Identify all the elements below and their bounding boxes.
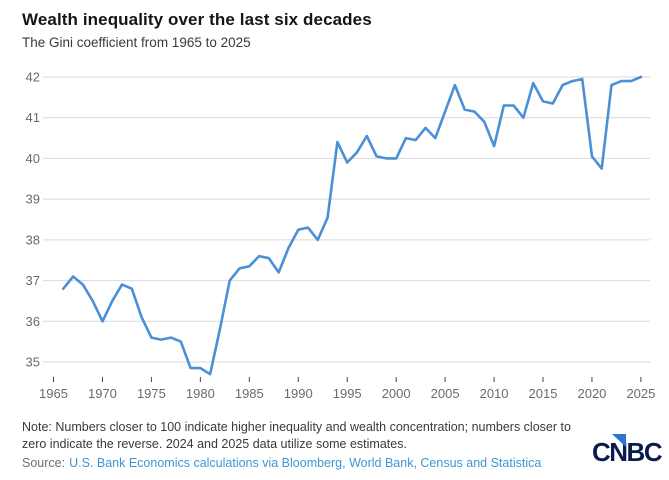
source-link[interactable]: U.S. Bank Economics calculations via Blo… (69, 456, 542, 470)
svg-text:1985: 1985 (235, 386, 264, 400)
svg-text:42: 42 (26, 70, 40, 85)
svg-text:1995: 1995 (333, 386, 362, 400)
chart-note: Note: Numbers closer to 100 indicate hig… (22, 420, 571, 451)
svg-text:2000: 2000 (382, 386, 411, 400)
svg-text:2010: 2010 (480, 386, 509, 400)
svg-text:41: 41 (26, 110, 40, 125)
svg-text:1975: 1975 (137, 386, 166, 400)
gini-data-line (61, 75, 643, 376)
x-axis-labels: 1965 1970 1975 1980 1985 1990 1995 2000 2005 2010… (39, 386, 655, 400)
x-axis-ticks (53, 377, 642, 382)
svg-text:1980: 1980 (186, 386, 215, 400)
svg-text:36: 36 (26, 314, 40, 329)
svg-text:37: 37 (26, 273, 40, 288)
y-axis-labels: 35 36 37 38 39 40 41 42 (26, 70, 40, 370)
svg-text:1970: 1970 (88, 386, 117, 400)
gridlines (43, 76, 650, 363)
svg-text:40: 40 (26, 151, 40, 166)
chart-title: Wealth inequality over the last six deca… (22, 10, 372, 29)
svg-text:1990: 1990 (284, 386, 313, 400)
cnbc-logo: CNBC (592, 433, 663, 467)
gini-line-chart: 35 36 37 38 39 40 41 42 1965 1970 1975 1980 1985 1990… (26, 70, 656, 401)
svg-text:2015: 2015 (529, 386, 558, 400)
cnbc-logo-text: CNBC (592, 437, 663, 467)
svg-text:1965: 1965 (39, 386, 68, 400)
svg-text:2005: 2005 (431, 386, 460, 400)
svg-text:38: 38 (26, 232, 40, 247)
svg-text:35: 35 (26, 354, 40, 369)
chart-subtitle: The Gini coefficient from 1965 to 2025 (22, 35, 251, 50)
source-row: Source: U.S. Bank Economics calculations … (22, 456, 541, 470)
svg-text:2025: 2025 (626, 386, 655, 400)
svg-text:2020: 2020 (577, 386, 606, 400)
source-label: Source: (22, 456, 66, 470)
svg-text:39: 39 (26, 192, 40, 207)
